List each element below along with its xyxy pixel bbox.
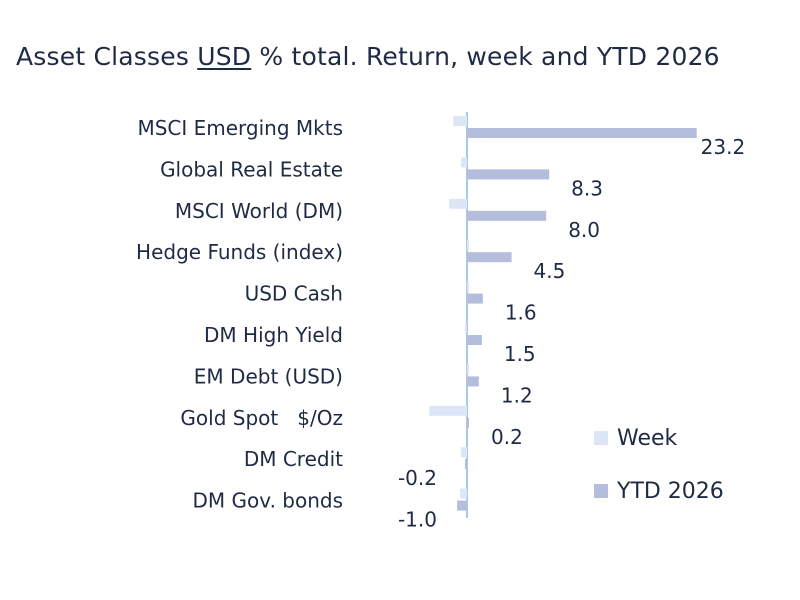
data-label: -0.2 [398,466,437,490]
week-bar [467,364,469,375]
category-label: DM Gov. bonds [193,489,343,513]
category-label: EM Debt (USD) [194,364,343,388]
category-label: Global Real Estate [160,157,343,181]
data-label: 8.0 [568,218,600,242]
ytd-bar [467,169,550,180]
category-label: DM Credit [244,447,343,471]
category-label: MSCI World (DM) [175,199,343,223]
week-bar [461,447,467,458]
legend-swatch [594,431,608,445]
ytd-bar [467,335,482,345]
week-bar [429,405,467,416]
category-label: USD Cash [245,282,343,306]
data-label: 8.3 [571,176,603,200]
ytd-bar [467,417,469,428]
week-bar [467,281,469,292]
data-label: 0.2 [491,425,523,449]
title-part-1: Asset Classes [16,42,198,71]
ytd-bar [467,252,512,263]
ytd-bar [467,293,483,304]
data-label: -1.0 [398,508,437,532]
data-label: 4.5 [534,259,566,283]
week-bar [461,157,467,168]
week-bar [449,198,467,209]
ytd-bar [467,376,479,387]
ytd-bar [467,210,547,221]
title-part-2: USD [197,42,252,71]
data-label: 23.2 [701,135,746,159]
legend-label: Week [617,426,678,451]
data-label: 1.2 [501,383,533,407]
category-label: Hedge Funds (index) [136,240,343,264]
chart-title: Asset Classes USD % total. Return, week … [16,42,720,71]
week-bar [453,116,467,126]
data-label: 1.6 [505,301,537,325]
legend-label: YTD 2026 [616,479,724,504]
ytd-bar [457,500,467,511]
ytd-bar [465,459,467,470]
ytd-bar [467,128,697,138]
title-part-3: % total. Return, week and YTD 2026 [251,42,720,71]
category-label: DM High Yield [204,323,343,347]
week-bar [465,323,467,333]
category-label: Gold Spot $/Oz [180,406,343,430]
legend-swatch [594,484,608,498]
week-bar [467,240,469,251]
week-bar [460,488,467,499]
data-label: 1.5 [504,342,536,366]
category-label: MSCI Emerging Mkts [137,116,343,140]
